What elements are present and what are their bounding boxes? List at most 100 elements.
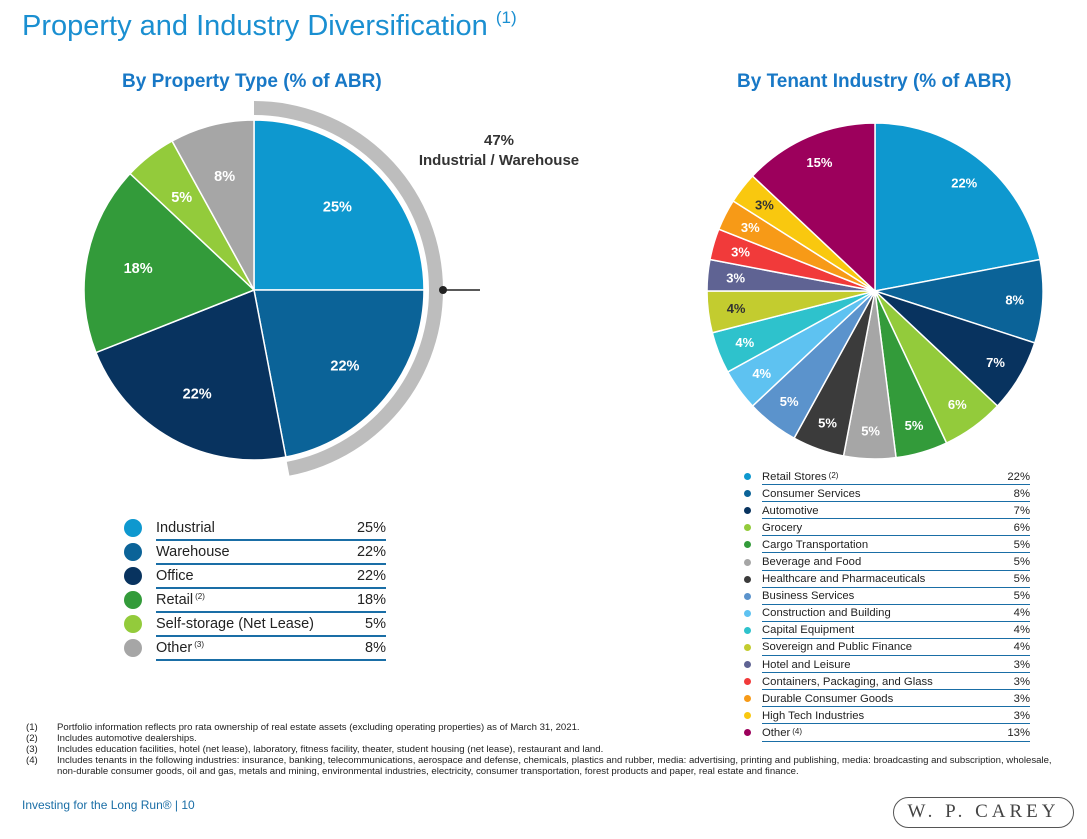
legend-divider [762,586,1030,588]
legend-label: Automotive [762,504,819,517]
slice-label-self-storage-net-lease: 5% [171,190,192,206]
legend-dot [124,543,142,561]
legend-value: 5% [1013,538,1030,551]
legend-value: 4% [1013,607,1030,620]
pie-slice-office [94,288,287,461]
legend-dot [124,567,142,585]
callout-value: 47% [483,132,515,149]
footnote-text: Includes tenants in the following indust… [57,755,1052,777]
legend-value: 3% [1013,675,1030,688]
legend-value: 22% [356,568,386,584]
footnotes: (1) Portfolio information reflects pro ra… [26,722,1056,777]
slice-label-office: 22% [183,386,212,402]
company-logo: W. P. CAREY [893,797,1074,828]
legend-divider [762,501,1030,503]
legend-label: Business Services [762,590,855,603]
legend-divider [762,689,1030,691]
legend-divider [156,659,386,661]
title-footnote-ref: (1) [495,8,517,27]
slice-label-cargo-transportation: 5% [905,418,924,433]
tenant-industry-pie-chart: 22% 8% 7% 6% 5% 5% 5% 5% 4% 4% 4% 3% 3% 3% 3% 15% [706,122,1044,460]
footer-text: Investing for the Long Run® | 10 [22,798,195,812]
legend-divider [762,603,1030,605]
legend-value: 6% [1013,521,1030,534]
legend-row-self-storage-net-lease: Self-storage (Net Lease) 5% [120,612,386,637]
legend-divider [762,637,1030,639]
legend-label: Healthcare and Pharmaceuticals [762,573,926,586]
slice-label-durable-consumer-goods: 3% [741,220,760,235]
legend-value: 3% [1013,692,1030,705]
industry-chart-title: By Tenant Industry (% of ABR) [737,71,1012,92]
footnote-text: Portfolio information reflects pro rata … [57,722,580,733]
legend-dot [744,661,751,669]
slice-label-high-tech-industries: 3% [755,198,774,213]
legend-divider [762,552,1030,554]
legend-divider [156,563,386,565]
legend-value: 3% [1013,658,1030,671]
legend-label: Office [156,568,194,584]
legend-value: 22% [356,544,386,560]
slice-label-hotel-and-leisure: 3% [726,270,745,285]
legend-dot [744,541,751,549]
callout-dot [439,286,447,294]
callout-label: Industrial / Warehouse [418,152,580,169]
legend-dot [744,592,751,600]
footnote-3: (3) Includes education facilities, hotel … [26,744,1056,755]
footnote-ref: (4) [792,726,803,736]
legend-row-healthcare-and-pharmaceuticals: Healthcare and Pharmaceuticals 5% [742,571,1030,588]
footnote-text: Includes education facilities, hotel (ne… [57,744,604,755]
legend-dot [744,643,751,651]
legend-row-containers-packaging-and-glass: Containers, Packaging, and Glass 3% [742,673,1030,691]
footnote-4: (4) Includes tenants in the following ind… [26,755,1056,777]
slice-label-retail: 18% [124,261,153,277]
pie-slice-retail [83,172,256,354]
slice-label-other: 15% [806,155,832,170]
legend-label: Other (4) [762,726,803,739]
legend-label: Capital Equipment [762,624,855,637]
legend-divider [762,723,1030,725]
legend-divider [156,587,386,589]
pie-slice-other [171,119,255,291]
legend-value: 8% [1013,487,1030,500]
legend-row-cargo-transportation: Cargo Transportation 5% [742,536,1030,554]
legend-label: Self-storage (Net Lease) [156,616,314,632]
legend-value: 18% [356,592,386,608]
legend-label: Sovereign and Public Finance [762,641,913,654]
legend-dot [744,558,751,566]
legend-row-other: Other (3) 8% [120,636,386,661]
legend-dot [744,729,751,737]
slice-label-grocery: 6% [948,397,967,412]
legend-dot [744,712,751,720]
slice-label-healthcare-and-pharmaceuticals: 5% [818,415,837,430]
legend-row-industrial: Industrial 25% [120,516,386,541]
legend-label: Retail Stores (2) [762,470,839,483]
legend-divider [762,484,1030,486]
legend-value: 13% [1007,726,1030,739]
slice-label-construction-and-building: 4% [752,366,771,381]
legend-label: Hotel and Leisure [762,658,851,671]
footnote-number: (3) [26,744,38,755]
legend-row-durable-consumer-goods: Durable Consumer Goods 3% [742,690,1030,708]
legend-row-office: Office 22% [120,564,386,589]
legend-row-automotive: Automotive 7% [742,502,1030,520]
legend-value: 5% [365,616,386,632]
legend-label: High Tech Industries [762,709,865,722]
legend-value: 5% [1013,590,1030,603]
slice-label-warehouse: 22% [330,358,359,374]
legend-value: 7% [1013,504,1030,517]
legend-dot [744,626,751,634]
legend-value: 3% [1013,709,1030,722]
callout-line [443,289,480,291]
legend-divider [762,535,1030,537]
slice-label-automotive: 7% [986,355,1005,370]
property-chart-title: By Property Type (% of ABR) [122,71,382,92]
pie-slice-other [751,122,876,293]
footnote-ref: (2) [828,470,839,480]
page-title: Property and Industry Diversification (1… [22,8,517,42]
legend-label: Consumer Services [762,487,861,500]
legend-row-sovereign-and-public-finance: Sovereign and Public Finance 4% [742,639,1030,657]
footnote-ref: (3) [194,640,205,649]
legend-row-beverage-and-food: Beverage and Food 5% [742,553,1030,571]
slice-label-consumer-services: 8% [1005,292,1024,307]
legend-dot [124,591,142,609]
